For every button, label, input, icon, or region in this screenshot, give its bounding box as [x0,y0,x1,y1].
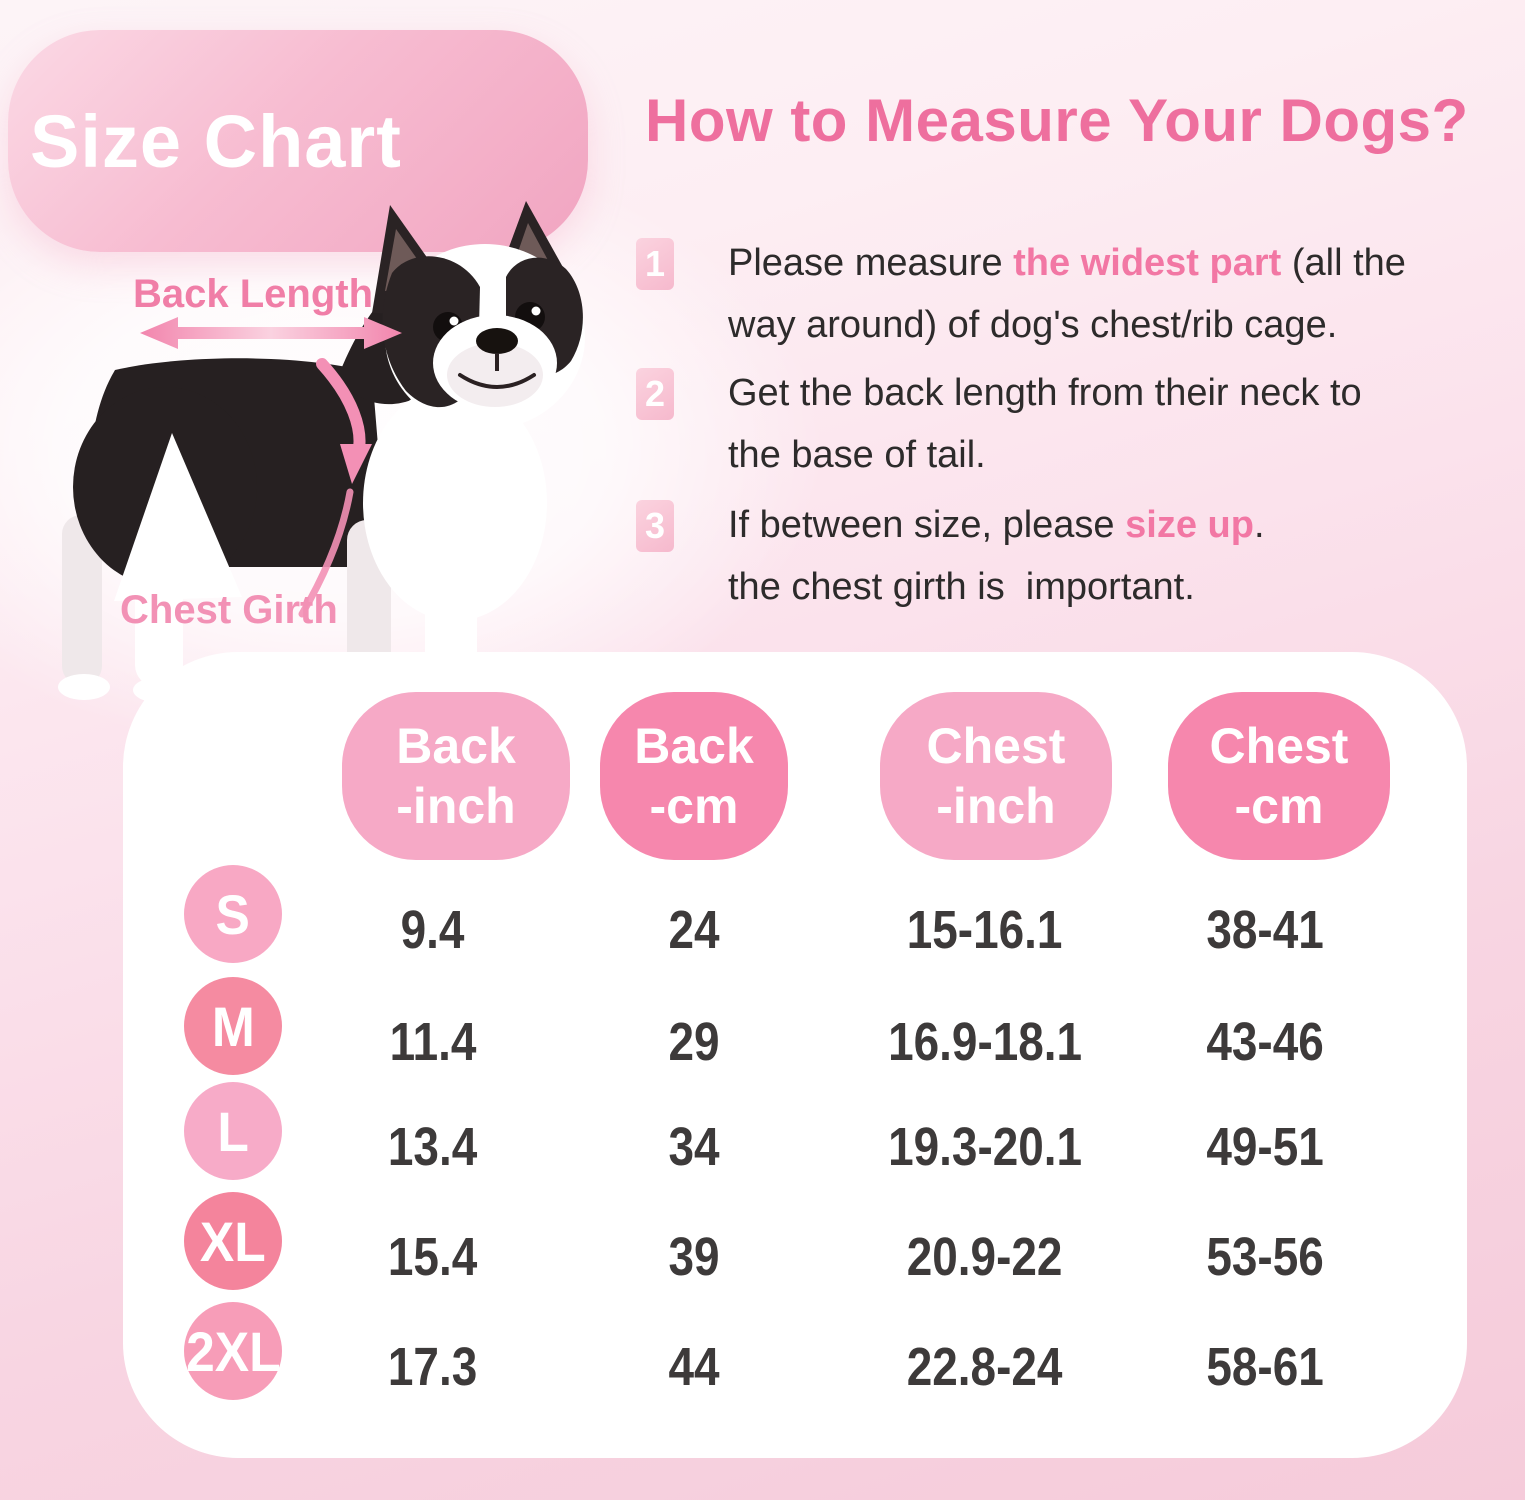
column-label: Chest [926,718,1066,774]
step-text-pre: Please measure [728,242,1014,284]
column-label: Back [634,718,754,774]
howto-step-3: 3 If between size, please size up. the c… [636,494,1265,618]
step-number-badge: 2 [636,368,674,420]
cell-2xl-back-cm: 44 [668,1337,720,1397]
back-length-arrow-icon [140,317,402,349]
column-label: -cm [1234,778,1324,834]
step-number-badge: 1 [636,238,674,290]
cell-l-chest-cm: 49-51 [1206,1117,1324,1177]
cell-s-back-cm: 24 [668,900,720,960]
size-table-card: Back -inch Back -cm Chest -inch Chest -c… [123,652,1467,1458]
column-pill-chest-inch: Chest -inch [880,692,1112,860]
step-text: Get the back length from their neck to t… [728,362,1362,486]
page-title: Size Chart [30,99,402,183]
step-text-line1: Get the back length from their neck to [728,372,1362,414]
column-pill-back-inch: Back -inch [342,692,570,860]
cell-m-chest-inch: 16.9-18.1 [888,1012,1082,1072]
cell-s-chest-inch: 15-16.1 [907,900,1063,960]
cell-s-back-inch: 9.4 [401,900,465,960]
cell-m-back-cm: 29 [668,1012,720,1072]
cell-xl-chest-cm: 53-56 [1206,1227,1324,1287]
step-text-highlight: size up [1125,504,1254,546]
cell-l-back-cm: 34 [668,1117,720,1177]
size-badge-xl: XL [184,1192,282,1290]
cell-l-chest-inch: 19.3-20.1 [888,1117,1082,1177]
chest-girth-arrow-icon [298,358,372,618]
column-pill-chest-cm: Chest -cm [1168,692,1390,860]
column-pill-back-cm: Back -cm [600,692,788,860]
cell-m-chest-cm: 43-46 [1206,1012,1324,1072]
size-chart-banner: Size Chart [8,30,588,252]
size-badge-l: L [184,1082,282,1180]
cell-l-back-inch: 13.4 [388,1117,478,1177]
cell-2xl-chest-inch: 22.8-24 [907,1337,1063,1397]
step-text-pre: If between size, please [728,504,1126,546]
step-text-post: (all the [1281,242,1406,284]
size-badge-m: M [184,977,282,1075]
size-badge-s: S [184,865,282,963]
cell-2xl-back-inch: 17.3 [388,1337,478,1397]
cell-xl-back-cm: 39 [668,1227,720,1287]
cell-xl-chest-inch: 20.9-22 [907,1227,1063,1287]
chest-girth-label: Chest Girth [120,588,338,632]
howto-step-1: 1 Please measure the widest part (all th… [636,232,1406,356]
cell-m-back-inch: 11.4 [389,1012,477,1072]
step-text: If between size, please size up. the che… [728,494,1265,618]
column-label: Chest [1209,718,1349,774]
cell-s-chest-cm: 38-41 [1206,900,1324,960]
step-text-line2: the base of tail. [728,434,986,476]
column-label: -inch [936,778,1056,834]
back-length-label: Back Length [133,272,374,316]
step-text: Please measure the widest part (all the … [728,232,1406,356]
step-text-post: . [1253,504,1265,546]
step-text-line2: way around) of dog's chest/rib cage. [728,304,1338,346]
step-text-line2: the chest girth is important. [728,566,1195,608]
step-number-badge: 3 [636,500,674,552]
column-label: -cm [649,778,739,834]
howto-heading: How to Measure Your Dogs? [645,87,1469,154]
column-label: -inch [396,778,516,834]
size-badge-2xl: 2XL [184,1302,282,1400]
step-text-highlight: the widest part [1013,242,1282,284]
cell-2xl-chest-cm: 58-61 [1206,1337,1324,1397]
howto-step-2: 2 Get the back length from their neck to… [636,362,1362,486]
column-label: Back [396,718,516,774]
cell-xl-back-inch: 15.4 [388,1227,478,1287]
